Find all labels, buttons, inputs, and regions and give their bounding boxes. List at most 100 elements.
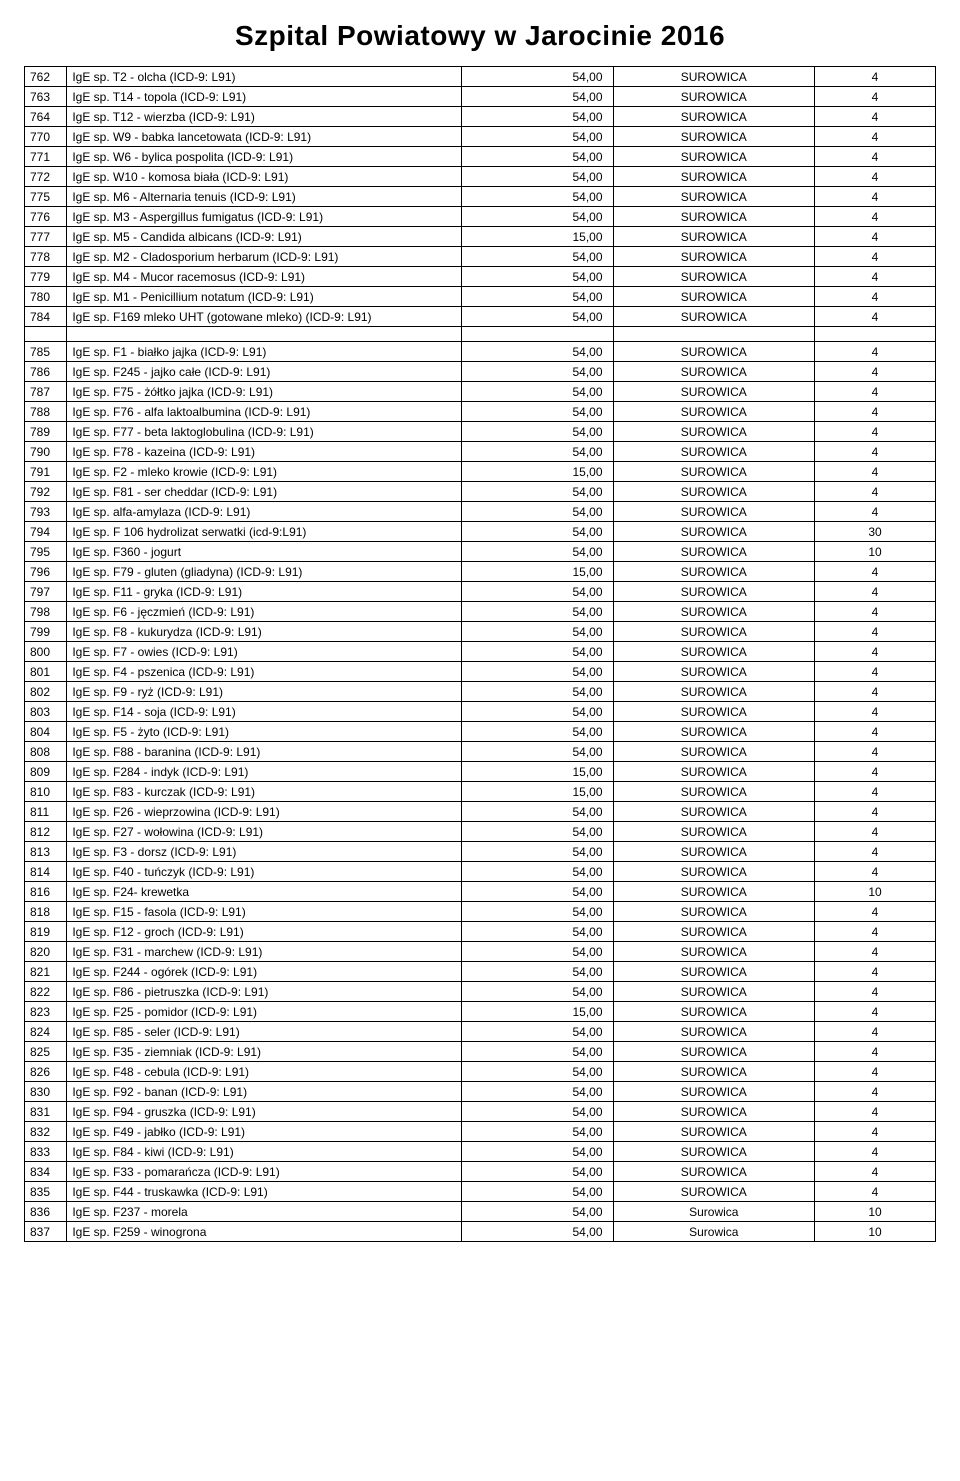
table-row: 835IgE sp. F44 - truskawka (ICD-9: L91)5… (25, 1182, 936, 1202)
table-cell: 4 (815, 422, 936, 442)
table-cell: SUROWICA (613, 402, 815, 422)
table-row: 789IgE sp. F77 - beta laktoglobulina (IC… (25, 422, 936, 442)
table-cell: IgE sp. T12 - wierzba (ICD-9: L91) (67, 107, 462, 127)
table-cell: 812 (25, 822, 67, 842)
table-cell: SUROWICA (613, 742, 815, 762)
table-cell: 4 (815, 902, 936, 922)
table-cell: IgE sp. M4 - Mucor racemosus (ICD-9: L91… (67, 267, 462, 287)
table-cell: 54,00 (462, 267, 613, 287)
table-cell: SUROWICA (613, 642, 815, 662)
table-cell: IgE sp. F3 - dorsz (ICD-9: L91) (67, 842, 462, 862)
table-cell: IgE sp. F75 - żółtko jajka (ICD-9: L91) (67, 382, 462, 402)
table-row: 800IgE sp. F7 - owies (ICD-9: L91)54,00S… (25, 642, 936, 662)
table-cell: 54,00 (462, 422, 613, 442)
table-cell: 54,00 (462, 307, 613, 327)
table-cell: 4 (815, 682, 936, 702)
table-cell: 789 (25, 422, 67, 442)
table-cell: SUROWICA (613, 602, 815, 622)
table-cell: 4 (815, 622, 936, 642)
table-cell: SUROWICA (613, 87, 815, 107)
table-cell: SUROWICA (613, 902, 815, 922)
table-cell: 4 (815, 782, 936, 802)
table-cell: 54,00 (462, 187, 613, 207)
table-row: 814IgE sp. F40 - tuńczyk (ICD-9: L91)54,… (25, 862, 936, 882)
table-cell: 4 (815, 267, 936, 287)
table-cell: 4 (815, 442, 936, 462)
table-cell: 4 (815, 1082, 936, 1102)
table-row: 764IgE sp. T12 - wierzba (ICD-9: L91)54,… (25, 107, 936, 127)
table-cell: SUROWICA (613, 622, 815, 642)
table-cell: 54,00 (462, 602, 613, 622)
table-cell: IgE sp. F2 - mleko krowie (ICD-9: L91) (67, 462, 462, 482)
table-cell: 4 (815, 1042, 936, 1062)
table-cell: SUROWICA (613, 1162, 815, 1182)
table-cell: 54,00 (462, 942, 613, 962)
table-cell: 15,00 (462, 227, 613, 247)
table-cell: 797 (25, 582, 67, 602)
table-row: 822IgE sp. F86 - pietruszka (ICD-9: L91)… (25, 982, 936, 1002)
table-cell: 4 (815, 982, 936, 1002)
table-cell: IgE sp. F 106 hydrolizat serwatki (icd-9… (67, 522, 462, 542)
table-cell: SUROWICA (613, 842, 815, 862)
table-cell: IgE sp. F9 - ryż (ICD-9: L91) (67, 682, 462, 702)
table-cell: IgE sp. F244 - ogórek (ICD-9: L91) (67, 962, 462, 982)
table-row: 801IgE sp. F4 - pszenica (ICD-9: L91)54,… (25, 662, 936, 682)
table-cell: 4 (815, 562, 936, 582)
table-row: 813IgE sp. F3 - dorsz (ICD-9: L91)54,00S… (25, 842, 936, 862)
table-cell: 4 (815, 1142, 936, 1162)
table-cell: 804 (25, 722, 67, 742)
table-cell: 825 (25, 1042, 67, 1062)
table-cell: 787 (25, 382, 67, 402)
table-cell: SUROWICA (613, 227, 815, 247)
table-cell: 54,00 (462, 902, 613, 922)
table-cell: 778 (25, 247, 67, 267)
table-cell: SUROWICA (613, 442, 815, 462)
table-cell: IgE sp. T2 - olcha (ICD-9: L91) (67, 67, 462, 87)
table-cell: 4 (815, 127, 936, 147)
table-cell: 4 (815, 1062, 936, 1082)
table-cell: IgE sp. F76 - alfa laktoalbumina (ICD-9:… (67, 402, 462, 422)
table-cell: SUROWICA (613, 147, 815, 167)
table-cell: IgE sp. F83 - kurczak (ICD-9: L91) (67, 782, 462, 802)
table-cell: IgE sp. F24- krewetka (67, 882, 462, 902)
table-cell: IgE sp. F169 mleko UHT (gotowane mleko) … (67, 307, 462, 327)
table-cell: 788 (25, 402, 67, 422)
table-cell: 54,00 (462, 127, 613, 147)
table-cell: 4 (815, 922, 936, 942)
table-row: 776IgE sp. M3 - Aspergillus fumigatus (I… (25, 207, 936, 227)
table-cell: 15,00 (462, 462, 613, 482)
table-cell: SUROWICA (613, 782, 815, 802)
table-cell: SUROWICA (613, 762, 815, 782)
table-cell: 836 (25, 1202, 67, 1222)
table-cell: 763 (25, 87, 67, 107)
table-cell: SUROWICA (613, 962, 815, 982)
table-cell: 54,00 (462, 542, 613, 562)
table-row: 762IgE sp. T2 - olcha (ICD-9: L91)54,00S… (25, 67, 936, 87)
table-cell: IgE sp. T14 - topola (ICD-9: L91) (67, 87, 462, 107)
table-cell: Surowica (613, 1202, 815, 1222)
table-cell: 4 (815, 642, 936, 662)
table-cell: 54,00 (462, 1142, 613, 1162)
table-cell: IgE sp. M1 - Penicillium notatum (ICD-9:… (67, 287, 462, 307)
table-cell: IgE sp. F49 - jabłko (ICD-9: L91) (67, 1122, 462, 1142)
table-cell: 54,00 (462, 522, 613, 542)
table-cell: IgE sp. F78 - kazeina (ICD-9: L91) (67, 442, 462, 462)
table-cell: 54,00 (462, 207, 613, 227)
table-cell: IgE sp. F48 - cebula (ICD-9: L91) (67, 1062, 462, 1082)
table-cell: SUROWICA (613, 922, 815, 942)
table-cell: 54,00 (462, 442, 613, 462)
table-cell: IgE sp. F92 - banan (ICD-9: L91) (67, 1082, 462, 1102)
table-row: 791IgE sp. F2 - mleko krowie (ICD-9: L91… (25, 462, 936, 482)
table-row: 772IgE sp. W10 - komosa biała (ICD-9: L9… (25, 167, 936, 187)
table-row: 775IgE sp. M6 - Alternaria tenuis (ICD-9… (25, 187, 936, 207)
table-cell: SUROWICA (613, 187, 815, 207)
table-row: 787IgE sp. F75 - żółtko jajka (ICD-9: L9… (25, 382, 936, 402)
table-cell: SUROWICA (613, 1142, 815, 1162)
table-cell: 784 (25, 307, 67, 327)
table-row: 832IgE sp. F49 - jabłko (ICD-9: L91)54,0… (25, 1122, 936, 1142)
table-cell: 54,00 (462, 342, 613, 362)
table-row: 809IgE sp. F284 - indyk (ICD-9: L91)15,0… (25, 762, 936, 782)
table-row: 794IgE sp. F 106 hydrolizat serwatki (ic… (25, 522, 936, 542)
table-cell: 54,00 (462, 1182, 613, 1202)
table-cell: SUROWICA (613, 1122, 815, 1142)
